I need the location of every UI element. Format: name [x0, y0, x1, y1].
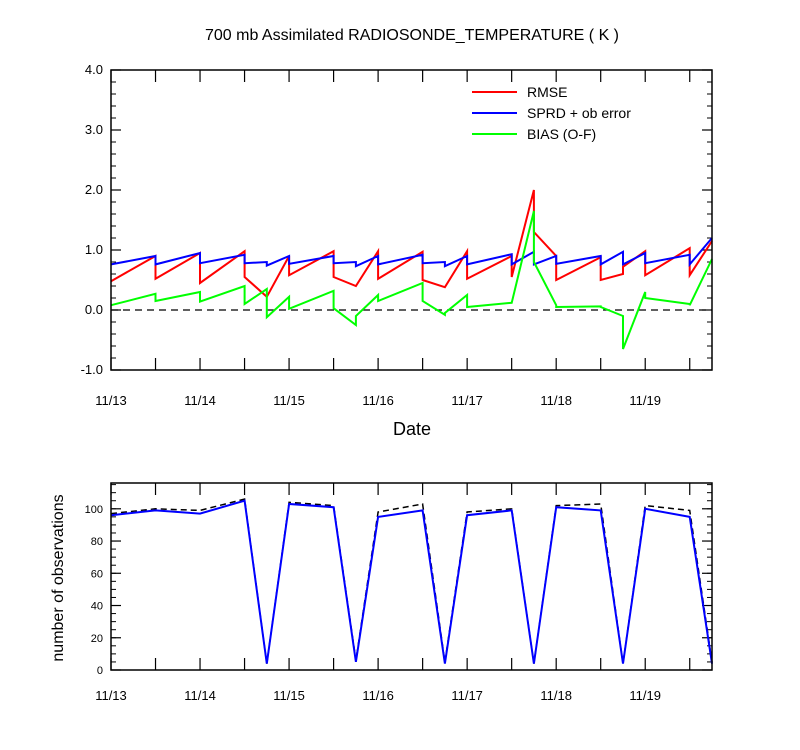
y-tick-label: 0	[97, 665, 103, 677]
y-tick-label: 0.0	[85, 302, 103, 317]
x-tick-label: 11/17	[451, 393, 483, 408]
series-line-bias-o-f	[110, 210, 713, 350]
x-tick-label: 11/17	[451, 688, 483, 703]
bottom-plot: 0 20 40 60 80 100 11/13 11/14 11/15 11/16 11/17 11/…	[85, 482, 713, 703]
series-line-sprd-ob-error	[110, 237, 713, 268]
y-tick-label: 100	[85, 504, 103, 516]
x-axis-label: Date	[393, 419, 431, 439]
x-tick-label: 11/16	[362, 688, 394, 703]
x-tick-label: 11/19	[629, 393, 661, 408]
x-tick-label: 11/18	[540, 688, 572, 703]
legend-label: RMSE	[527, 84, 567, 100]
x-tick-label: 11/14	[184, 393, 216, 408]
y-tick-label: 4.0	[85, 62, 103, 77]
chart-title: 700 mb Assimilated RADIOSONDE_TEMPERATUR…	[205, 27, 619, 44]
x-tick-label: 11/18	[540, 393, 572, 408]
x-tick-label: 11/13	[95, 393, 127, 408]
series-line-total-observations	[110, 498, 713, 664]
top-plot: -1.0 0.0 1.0 2.0 3.0 4.0 11/13 11/14 11/15 11/16 1…	[81, 62, 713, 408]
plot-frame	[110, 482, 713, 671]
y-axis-label-observations: number of observations	[50, 494, 67, 661]
plot-frame	[110, 69, 713, 371]
y-tick-label: 3.0	[85, 122, 103, 137]
x-tick-label: 11/14	[184, 688, 216, 703]
y-tick-label: 60	[91, 568, 103, 580]
y-tick-label: 20	[91, 633, 103, 645]
x-tick-label: 11/13	[95, 688, 127, 703]
y-tick-label: 2.0	[85, 182, 103, 197]
x-tick-label: 11/15	[273, 688, 305, 703]
series-line-assimilated-observations	[110, 499, 713, 664]
y-tick-label: 40	[91, 601, 103, 613]
legend-label: SPRD + ob error	[527, 105, 631, 121]
x-tick-label: 11/15	[273, 393, 305, 408]
y-tick-label: -1.0	[81, 362, 103, 377]
x-tick-label: 11/16	[362, 393, 394, 408]
y-tick-label: 1.0	[85, 242, 103, 257]
legend-label: BIAS (O-F)	[527, 126, 596, 142]
y-tick-label: 80	[91, 536, 103, 548]
series-line-rmse	[110, 189, 713, 299]
x-tick-label: 11/19	[629, 688, 661, 703]
